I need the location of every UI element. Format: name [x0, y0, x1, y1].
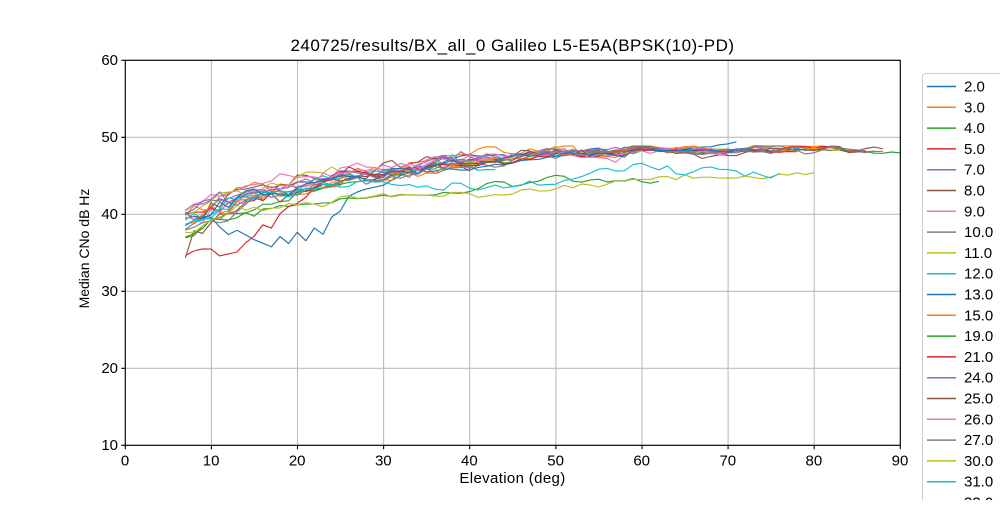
svg-text:Median CNo dB Hz: Median CNo dB Hz — [76, 189, 92, 309]
svg-text:21.0: 21.0 — [964, 349, 993, 366]
svg-text:80: 80 — [806, 453, 823, 470]
svg-text:10.0: 10.0 — [964, 224, 993, 241]
svg-text:Elevation (deg): Elevation (deg) — [459, 470, 565, 487]
svg-text:5.0: 5.0 — [964, 141, 985, 158]
svg-text:31.0: 31.0 — [964, 474, 993, 491]
svg-text:10: 10 — [203, 453, 220, 470]
svg-text:60: 60 — [101, 52, 118, 69]
svg-text:10: 10 — [101, 437, 118, 454]
svg-text:25.0: 25.0 — [964, 391, 993, 408]
svg-text:33.0: 33.0 — [964, 495, 993, 501]
svg-text:24.0: 24.0 — [964, 370, 993, 387]
svg-text:40: 40 — [461, 453, 478, 470]
svg-text:3.0: 3.0 — [964, 99, 985, 116]
svg-text:30: 30 — [375, 453, 392, 470]
svg-text:13.0: 13.0 — [964, 287, 993, 304]
svg-text:20: 20 — [289, 453, 306, 470]
svg-text:30.0: 30.0 — [964, 453, 993, 470]
svg-text:2.0: 2.0 — [964, 79, 985, 96]
svg-text:70: 70 — [719, 453, 736, 470]
svg-text:19.0: 19.0 — [964, 328, 993, 345]
svg-text:27.0: 27.0 — [964, 432, 993, 449]
svg-text:11.0: 11.0 — [964, 245, 992, 262]
svg-text:26.0: 26.0 — [964, 411, 993, 428]
svg-text:30: 30 — [101, 283, 118, 300]
svg-text:240725/results/BX_all_0 Galile: 240725/results/BX_all_0 Galileo L5-E5A(B… — [290, 36, 734, 55]
svg-text:15.0: 15.0 — [964, 307, 993, 324]
svg-text:40: 40 — [101, 206, 118, 223]
svg-text:9.0: 9.0 — [964, 203, 985, 220]
svg-text:12.0: 12.0 — [964, 266, 993, 283]
svg-text:20: 20 — [101, 360, 118, 377]
svg-text:0: 0 — [121, 453, 129, 470]
svg-text:60: 60 — [633, 453, 650, 470]
svg-text:50: 50 — [547, 453, 564, 470]
svg-text:7.0: 7.0 — [964, 162, 985, 179]
svg-text:4.0: 4.0 — [964, 120, 985, 137]
svg-text:8.0: 8.0 — [964, 183, 985, 200]
svg-text:50: 50 — [101, 129, 118, 146]
svg-text:90: 90 — [892, 453, 909, 470]
